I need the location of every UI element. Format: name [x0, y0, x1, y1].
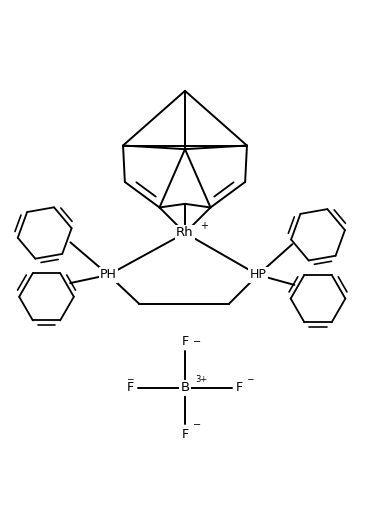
Text: PH: PH — [100, 268, 117, 281]
Text: −: − — [193, 337, 201, 347]
Text: F: F — [181, 335, 189, 348]
Text: Rh: Rh — [176, 226, 194, 239]
Text: +: + — [200, 221, 208, 232]
Text: −: − — [246, 374, 254, 383]
Text: F: F — [127, 382, 134, 394]
Text: F: F — [181, 428, 189, 441]
Text: −: − — [193, 420, 201, 431]
Text: 3+: 3+ — [195, 375, 208, 384]
Text: −: − — [127, 374, 134, 383]
Text: HP: HP — [249, 268, 266, 281]
Text: B: B — [181, 382, 189, 394]
Text: F: F — [236, 382, 243, 394]
